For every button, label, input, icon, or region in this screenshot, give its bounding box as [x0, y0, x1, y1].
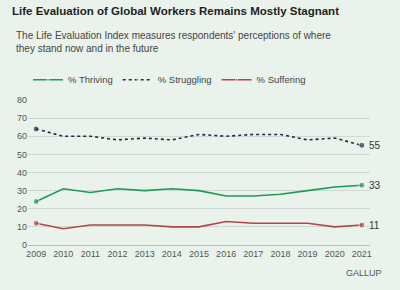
svg-text:55: 55 — [369, 140, 381, 151]
svg-text:2011: 2011 — [81, 249, 100, 259]
svg-text:2021: 2021 — [352, 249, 372, 259]
svg-text:40: 40 — [17, 168, 27, 178]
svg-text:% Thriving: % Thriving — [68, 74, 113, 85]
svg-text:11: 11 — [369, 220, 380, 231]
svg-text:2009: 2009 — [26, 249, 46, 259]
svg-text:80: 80 — [17, 95, 27, 105]
svg-text:50: 50 — [17, 150, 27, 160]
svg-text:% Struggling: % Struggling — [158, 74, 212, 85]
svg-text:30: 30 — [17, 186, 27, 196]
svg-text:2014: 2014 — [162, 249, 182, 259]
svg-text:2013: 2013 — [135, 249, 155, 259]
svg-text:2018: 2018 — [270, 249, 290, 259]
svg-text:2010: 2010 — [53, 249, 73, 259]
svg-text:2017: 2017 — [243, 249, 263, 259]
svg-text:2016: 2016 — [216, 249, 236, 259]
svg-text:Life Evaluation of Global Work: Life Evaluation of Global Workers Remain… — [12, 5, 339, 17]
svg-text:70: 70 — [17, 113, 27, 123]
svg-text:2015: 2015 — [189, 249, 209, 259]
svg-text:% Suffering: % Suffering — [257, 74, 306, 85]
svg-text:60: 60 — [17, 131, 27, 141]
svg-text:GALLUP: GALLUP — [346, 268, 382, 278]
svg-text:10: 10 — [17, 222, 27, 232]
svg-text:2020: 2020 — [325, 249, 345, 259]
svg-text:2019: 2019 — [298, 249, 318, 259]
svg-text:0: 0 — [22, 240, 27, 250]
svg-text:20: 20 — [17, 204, 27, 214]
svg-text:2012: 2012 — [108, 249, 128, 259]
svg-text:The Life Evaluation Index meas: The Life Evaluation Index measures respo… — [16, 30, 331, 54]
svg-text:33: 33 — [369, 180, 381, 191]
